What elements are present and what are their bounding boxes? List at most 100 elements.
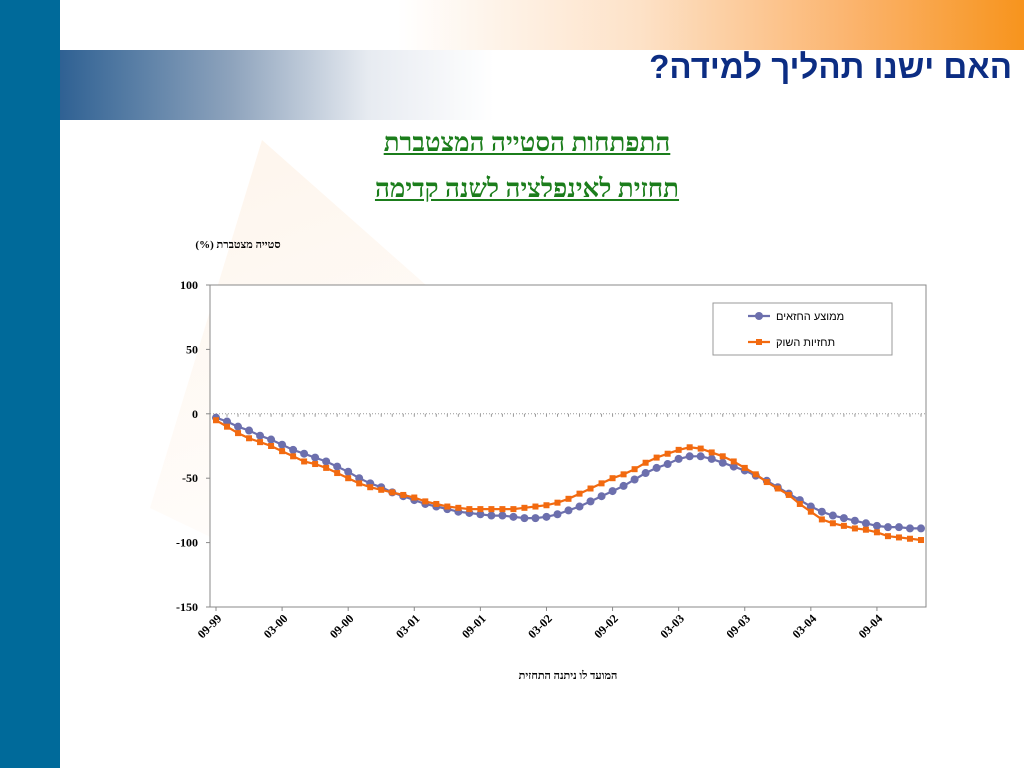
x-tick-label: 03-02 bbox=[525, 611, 555, 641]
series-0-point bbox=[905, 524, 914, 533]
series-1-point bbox=[554, 499, 561, 506]
legend-label-0: ממוצע החזאים bbox=[776, 311, 844, 323]
series-1-point bbox=[774, 485, 781, 492]
series-0-point bbox=[641, 469, 650, 478]
series-1-point bbox=[499, 506, 506, 513]
series-0-point bbox=[839, 514, 848, 523]
series-1-point bbox=[741, 464, 748, 471]
series-1-point bbox=[675, 446, 682, 453]
series-0-point bbox=[696, 452, 705, 461]
series-1-point bbox=[565, 495, 572, 502]
series-1-point bbox=[334, 470, 341, 477]
series-0-point bbox=[256, 431, 265, 440]
subtitle-line-2: תחזית לאינפלציה לשנה קדימה bbox=[374, 174, 680, 203]
series-1-point bbox=[224, 423, 231, 430]
series-1-point bbox=[818, 516, 825, 523]
series-0-point bbox=[586, 497, 595, 506]
series-0-point bbox=[333, 462, 342, 471]
series-0-point bbox=[597, 492, 606, 501]
series-1-point bbox=[719, 453, 726, 460]
series-1-point bbox=[268, 443, 275, 449]
series-1-point bbox=[620, 471, 627, 478]
series-1-point bbox=[906, 535, 913, 542]
series-1-point bbox=[246, 435, 253, 442]
series-1-point bbox=[356, 480, 363, 487]
series-0-point bbox=[520, 514, 529, 523]
series-0-point bbox=[245, 426, 254, 435]
series-1-point bbox=[345, 475, 352, 482]
series-0-point bbox=[553, 510, 562, 519]
series-0-point bbox=[531, 514, 540, 523]
series-1-point bbox=[433, 500, 440, 507]
series-1-point bbox=[752, 471, 759, 478]
series-0-point bbox=[883, 523, 892, 532]
series-1-point bbox=[444, 503, 451, 510]
series-1-point bbox=[653, 454, 660, 461]
y-tick-label: 0 bbox=[192, 407, 198, 421]
series-1-point bbox=[477, 506, 484, 513]
series-0-point bbox=[850, 516, 859, 525]
series-1-point bbox=[895, 534, 902, 541]
series-0-point bbox=[861, 519, 870, 528]
series-0-point bbox=[289, 445, 298, 454]
x-tick-label: 09-02 bbox=[591, 611, 621, 641]
subtitle-line-1: התפתחות הסטייה המצטברת bbox=[383, 128, 671, 157]
series-1-point bbox=[840, 522, 847, 529]
series-0-point bbox=[498, 511, 507, 520]
series-1-point bbox=[532, 503, 539, 510]
x-tick-label: 09-03 bbox=[723, 611, 753, 641]
series-1-point bbox=[807, 508, 814, 515]
series-0-point bbox=[223, 417, 232, 426]
series-1-point bbox=[543, 502, 550, 509]
series-1-point bbox=[587, 485, 594, 492]
series-1-point bbox=[422, 498, 429, 505]
y-axis-title: סטייה מצטברת (%) bbox=[195, 239, 280, 251]
series-0-point bbox=[234, 422, 243, 431]
series-0-point bbox=[894, 523, 903, 532]
series-0-point bbox=[685, 452, 694, 461]
x-tick-label: 03-00 bbox=[261, 611, 291, 641]
series-0-point bbox=[707, 454, 716, 463]
series-0-point bbox=[674, 454, 683, 463]
series-0-point bbox=[267, 435, 276, 444]
series-1-point bbox=[488, 506, 495, 513]
x-tick-label: 09-04 bbox=[856, 611, 886, 641]
series-1-point bbox=[576, 490, 583, 497]
series-0-point bbox=[509, 512, 518, 521]
series-1-point bbox=[697, 445, 704, 452]
legend-marker-1 bbox=[756, 339, 762, 345]
series-1-point bbox=[235, 430, 242, 437]
series-1-point bbox=[609, 475, 616, 482]
series-1-point bbox=[884, 533, 891, 540]
series-1-point bbox=[873, 529, 880, 536]
left-accent-bar bbox=[0, 0, 60, 768]
series-1-point bbox=[312, 461, 319, 468]
series-0-point bbox=[487, 511, 496, 520]
series-0-point bbox=[542, 512, 551, 521]
series-1-point bbox=[455, 504, 462, 511]
y-tick-label: -150 bbox=[176, 600, 198, 614]
y-tick-label: -50 bbox=[182, 471, 198, 485]
x-tick-label: 09-01 bbox=[459, 611, 489, 641]
y-tick-label: -100 bbox=[176, 536, 198, 550]
series-1-point bbox=[598, 480, 605, 487]
series-0-point bbox=[817, 507, 826, 516]
series-1-point bbox=[389, 489, 396, 496]
series-0-point bbox=[575, 502, 584, 511]
series-1-point bbox=[763, 479, 770, 486]
series-0-point bbox=[806, 502, 815, 511]
series-0-point bbox=[729, 462, 738, 471]
series-1-point bbox=[730, 458, 737, 465]
series-0-point bbox=[300, 449, 309, 458]
series-0-point bbox=[630, 475, 639, 484]
series-1-point bbox=[785, 491, 792, 498]
series-1-point bbox=[367, 484, 374, 491]
series-0-point bbox=[476, 510, 485, 519]
series-1-point bbox=[918, 537, 924, 544]
x-axis-title: המועד לו ניתנה התחזית bbox=[519, 670, 618, 682]
series-1-point bbox=[631, 466, 638, 473]
series-1-point bbox=[510, 506, 517, 513]
series-1-point bbox=[829, 520, 836, 527]
series-0-point bbox=[828, 511, 837, 520]
